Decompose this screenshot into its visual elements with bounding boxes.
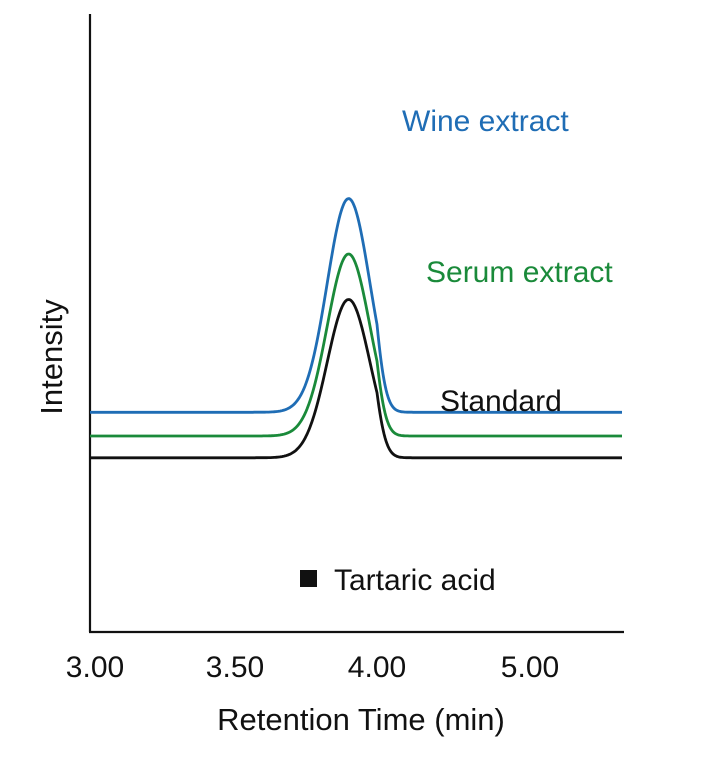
x-tick-label: 3.00 <box>66 651 124 684</box>
x-tick-label: 3.50 <box>206 651 264 684</box>
series-label-serum-extract: Serum extract <box>426 256 613 289</box>
x-axis-title: Retention Time (min) <box>217 702 505 737</box>
legend-label-tartaric-acid: Tartaric acid <box>334 564 496 597</box>
legend: Tartaric acid <box>300 564 496 597</box>
x-tick-labels: 3.00 3.50 4.00 5.00 <box>66 651 559 684</box>
series-label-standard: Standard <box>440 385 562 418</box>
axes <box>88 14 624 634</box>
legend-square-marker <box>300 570 317 587</box>
series-line-standard <box>90 298 622 460</box>
x-tick-label: 5.00 <box>501 651 559 684</box>
series-line-serum-extract <box>90 252 622 438</box>
series-label-wine-extract: Wine extract <box>402 105 569 138</box>
series-labels: Wine extract Serum extract Standard <box>402 105 613 418</box>
y-axis-title: Intensity <box>34 299 69 415</box>
series-lines <box>90 197 622 460</box>
x-tick-label: 4.00 <box>348 651 406 684</box>
series-line-wine-extract <box>90 197 622 414</box>
